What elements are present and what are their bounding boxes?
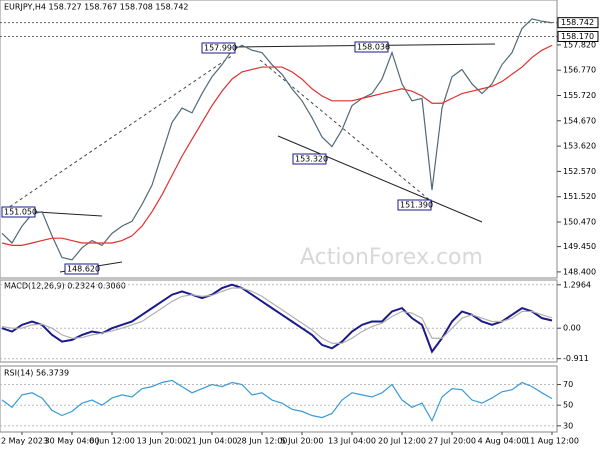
x-tick-label: 21 Jun 04:00 [187,437,238,446]
y-tick-label: 157.820 [563,40,596,49]
y-tick-label: 152.570 [563,167,596,176]
x-tick-label: 28 Jun 12:00 [237,437,288,446]
y-tick-label: 70 [563,380,573,389]
macd-panel [0,279,558,363]
y-tick-label: 50 [563,401,573,410]
price-box [557,17,599,29]
watermark: ActionForex.com [300,245,483,270]
annotation: 148.620 [67,265,100,274]
series-line [1,18,553,261]
trend-line [4,54,234,211]
trend-line [277,135,483,223]
y-tick-label: 30 [563,421,573,430]
y-tick-label: 0.00 [563,324,581,333]
series-line [1,379,553,423]
x-tick-label: 11 Aug 12:00 [525,437,579,446]
annotation: 151.390 [400,201,433,210]
annotation-box [64,263,99,275]
annotation-box [1,206,36,218]
annotation: 157.990 [204,44,237,53]
price-box [557,30,599,42]
x-tick-label: 20 Jul 12:00 [378,437,426,446]
y-tick-label: 1.2964 [563,280,591,289]
annotation: 153.320 [295,155,328,164]
y-tick-label: -0.911 [563,354,589,363]
price-panel [0,0,558,279]
annotation: 151.050 [4,208,37,217]
annotation-box [292,153,327,165]
y-tick-label: 155.720 [563,91,596,100]
y-tick-label: 153.620 [563,142,596,151]
x-tick-label: 6 Jun 12:00 [89,437,135,446]
y-tick-label: 149.450 [563,242,596,251]
chart-title: EURJPY,H4 158.727 158.767 158.708 158.74… [4,3,189,12]
x-tick-label: 22 May 2023 [0,437,48,446]
annotation-box [354,41,389,53]
y-tick-label: 150.470 [563,218,596,227]
y-tick-label: 148.400 [563,267,596,276]
price-label: 158.742 [561,18,594,27]
price-label: 158.170 [561,32,594,41]
series-line [1,283,553,354]
y-tick-label: 156.770 [563,66,596,75]
series-line [1,287,553,344]
trend-line [259,59,433,203]
x-tick-label: 13 Jun 20:00 [137,437,188,446]
annotation: 158.036 [357,43,390,52]
y-tick-label: 151.520 [563,192,596,201]
x-tick-label: 4 Aug 04:00 [478,437,527,446]
macd-title: MACD(12,26,9) 0.2324 0.3060 [4,282,126,291]
rsi-title: RSI(14) 56.3739 [4,369,69,378]
x-tick-label: 30 May 04:00 [45,437,100,446]
rsi-panel [0,365,558,433]
x-tick-label: 13 Jul 04:00 [328,437,376,446]
annotation-box [397,199,432,211]
y-tick-label: 154.670 [563,116,596,125]
x-tick-label: 27 Jul 20:00 [428,437,476,446]
series-line [1,44,553,246]
annotation-box [201,42,236,54]
x-tick-label: 5 Jul 20:00 [281,437,324,446]
